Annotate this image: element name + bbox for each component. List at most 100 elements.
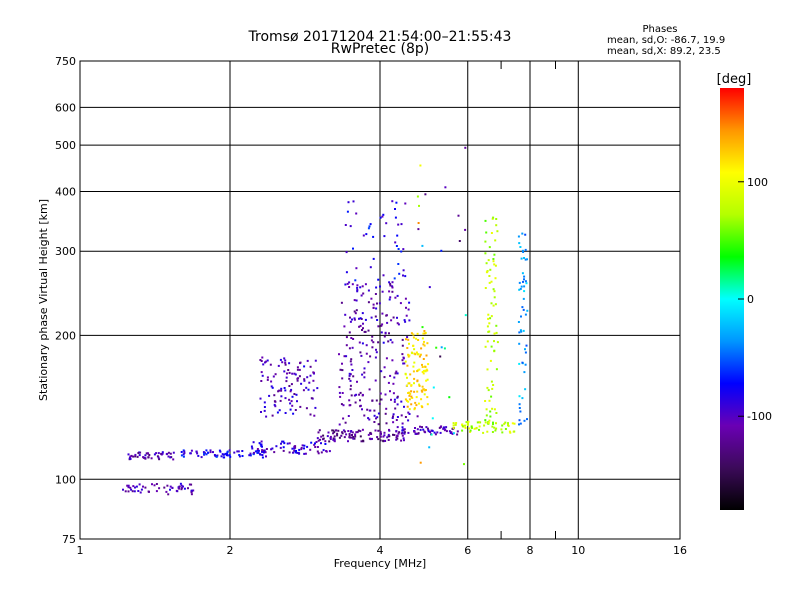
- data-point: [489, 415, 492, 418]
- data-point: [419, 461, 422, 464]
- data-point: [413, 377, 416, 380]
- data-point: [524, 363, 527, 366]
- data-point: [394, 407, 397, 410]
- data-point: [387, 439, 390, 441]
- data-point: [329, 437, 332, 440]
- data-point: [280, 387, 283, 390]
- data-point: [313, 443, 316, 446]
- data-point: [518, 342, 521, 345]
- data-point: [261, 456, 264, 459]
- data-point: [425, 379, 428, 382]
- data-point: [228, 454, 231, 457]
- data-point: [333, 435, 336, 438]
- data-point: [261, 374, 264, 377]
- data-point: [440, 425, 443, 428]
- data-point: [377, 325, 380, 328]
- data-point: [285, 376, 288, 379]
- data-point: [367, 301, 370, 304]
- data-point: [403, 319, 406, 322]
- data-point: [349, 430, 352, 433]
- data-point: [368, 437, 371, 440]
- data-point: [258, 442, 261, 445]
- data-point: [153, 484, 156, 487]
- data-point: [261, 454, 264, 456]
- data-point: [324, 443, 327, 445]
- data-point: [221, 453, 224, 456]
- data-point: [389, 282, 392, 285]
- data-point: [383, 376, 386, 379]
- data-point: [300, 382, 303, 385]
- data-point: [395, 419, 398, 421]
- data-point: [495, 324, 498, 327]
- data-point: [518, 423, 520, 426]
- data-point: [314, 442, 316, 445]
- data-point: [486, 270, 489, 273]
- data-point: [360, 318, 363, 320]
- data-point: [407, 431, 410, 434]
- data-point: [520, 315, 522, 318]
- data-point: [407, 338, 410, 341]
- data-point: [352, 437, 355, 440]
- data-point: [224, 452, 227, 455]
- data-point: [257, 451, 260, 454]
- data-point: [382, 274, 385, 277]
- data-point: [403, 431, 406, 434]
- data-point: [364, 318, 367, 321]
- data-point: [393, 277, 396, 280]
- data-point: [415, 433, 418, 435]
- data-point: [127, 486, 130, 489]
- data-point: [285, 380, 288, 383]
- data-point: [333, 431, 336, 434]
- data-point: [420, 398, 423, 401]
- data-point: [488, 330, 491, 333]
- data-point: [408, 408, 411, 411]
- data-point: [518, 403, 521, 406]
- data-point: [361, 408, 363, 411]
- data-point: [352, 247, 354, 250]
- data-point: [387, 433, 390, 436]
- data-point: [367, 417, 370, 420]
- data-point: [401, 434, 404, 437]
- data-point: [490, 315, 493, 318]
- data-point: [310, 441, 313, 444]
- data-point: [407, 400, 410, 403]
- data-point: [392, 382, 395, 385]
- data-point: [273, 400, 276, 403]
- data-point: [386, 321, 389, 324]
- data-point: [362, 292, 365, 295]
- data-point: [264, 451, 267, 454]
- data-point: [359, 324, 362, 327]
- data-point: [354, 433, 357, 436]
- data-point: [157, 456, 160, 459]
- data-point: [440, 346, 443, 349]
- data-point: [312, 371, 315, 374]
- data-point: [526, 258, 528, 261]
- data-point: [519, 287, 522, 290]
- data-point: [297, 451, 300, 454]
- data-point: [413, 382, 415, 385]
- data-point: [509, 431, 512, 434]
- data-point: [464, 314, 467, 317]
- data-point: [361, 342, 364, 345]
- data-point: [417, 432, 420, 435]
- data-point: [495, 224, 498, 227]
- data-point: [388, 290, 391, 293]
- data-point: [315, 441, 318, 443]
- data-point: [403, 432, 406, 435]
- data-point: [309, 448, 312, 451]
- data-point: [401, 353, 404, 356]
- data-point: [277, 364, 280, 367]
- data-point: [172, 458, 175, 461]
- data-point: [346, 210, 349, 213]
- data-point: [395, 430, 398, 433]
- data-point: [256, 448, 259, 450]
- data-point: [471, 427, 473, 429]
- data-point: [283, 387, 286, 389]
- data-point: [281, 361, 284, 364]
- data-point: [404, 275, 407, 278]
- data-point: [487, 317, 490, 320]
- data-point: [352, 436, 355, 438]
- data-point: [341, 369, 344, 372]
- data-point: [518, 242, 521, 245]
